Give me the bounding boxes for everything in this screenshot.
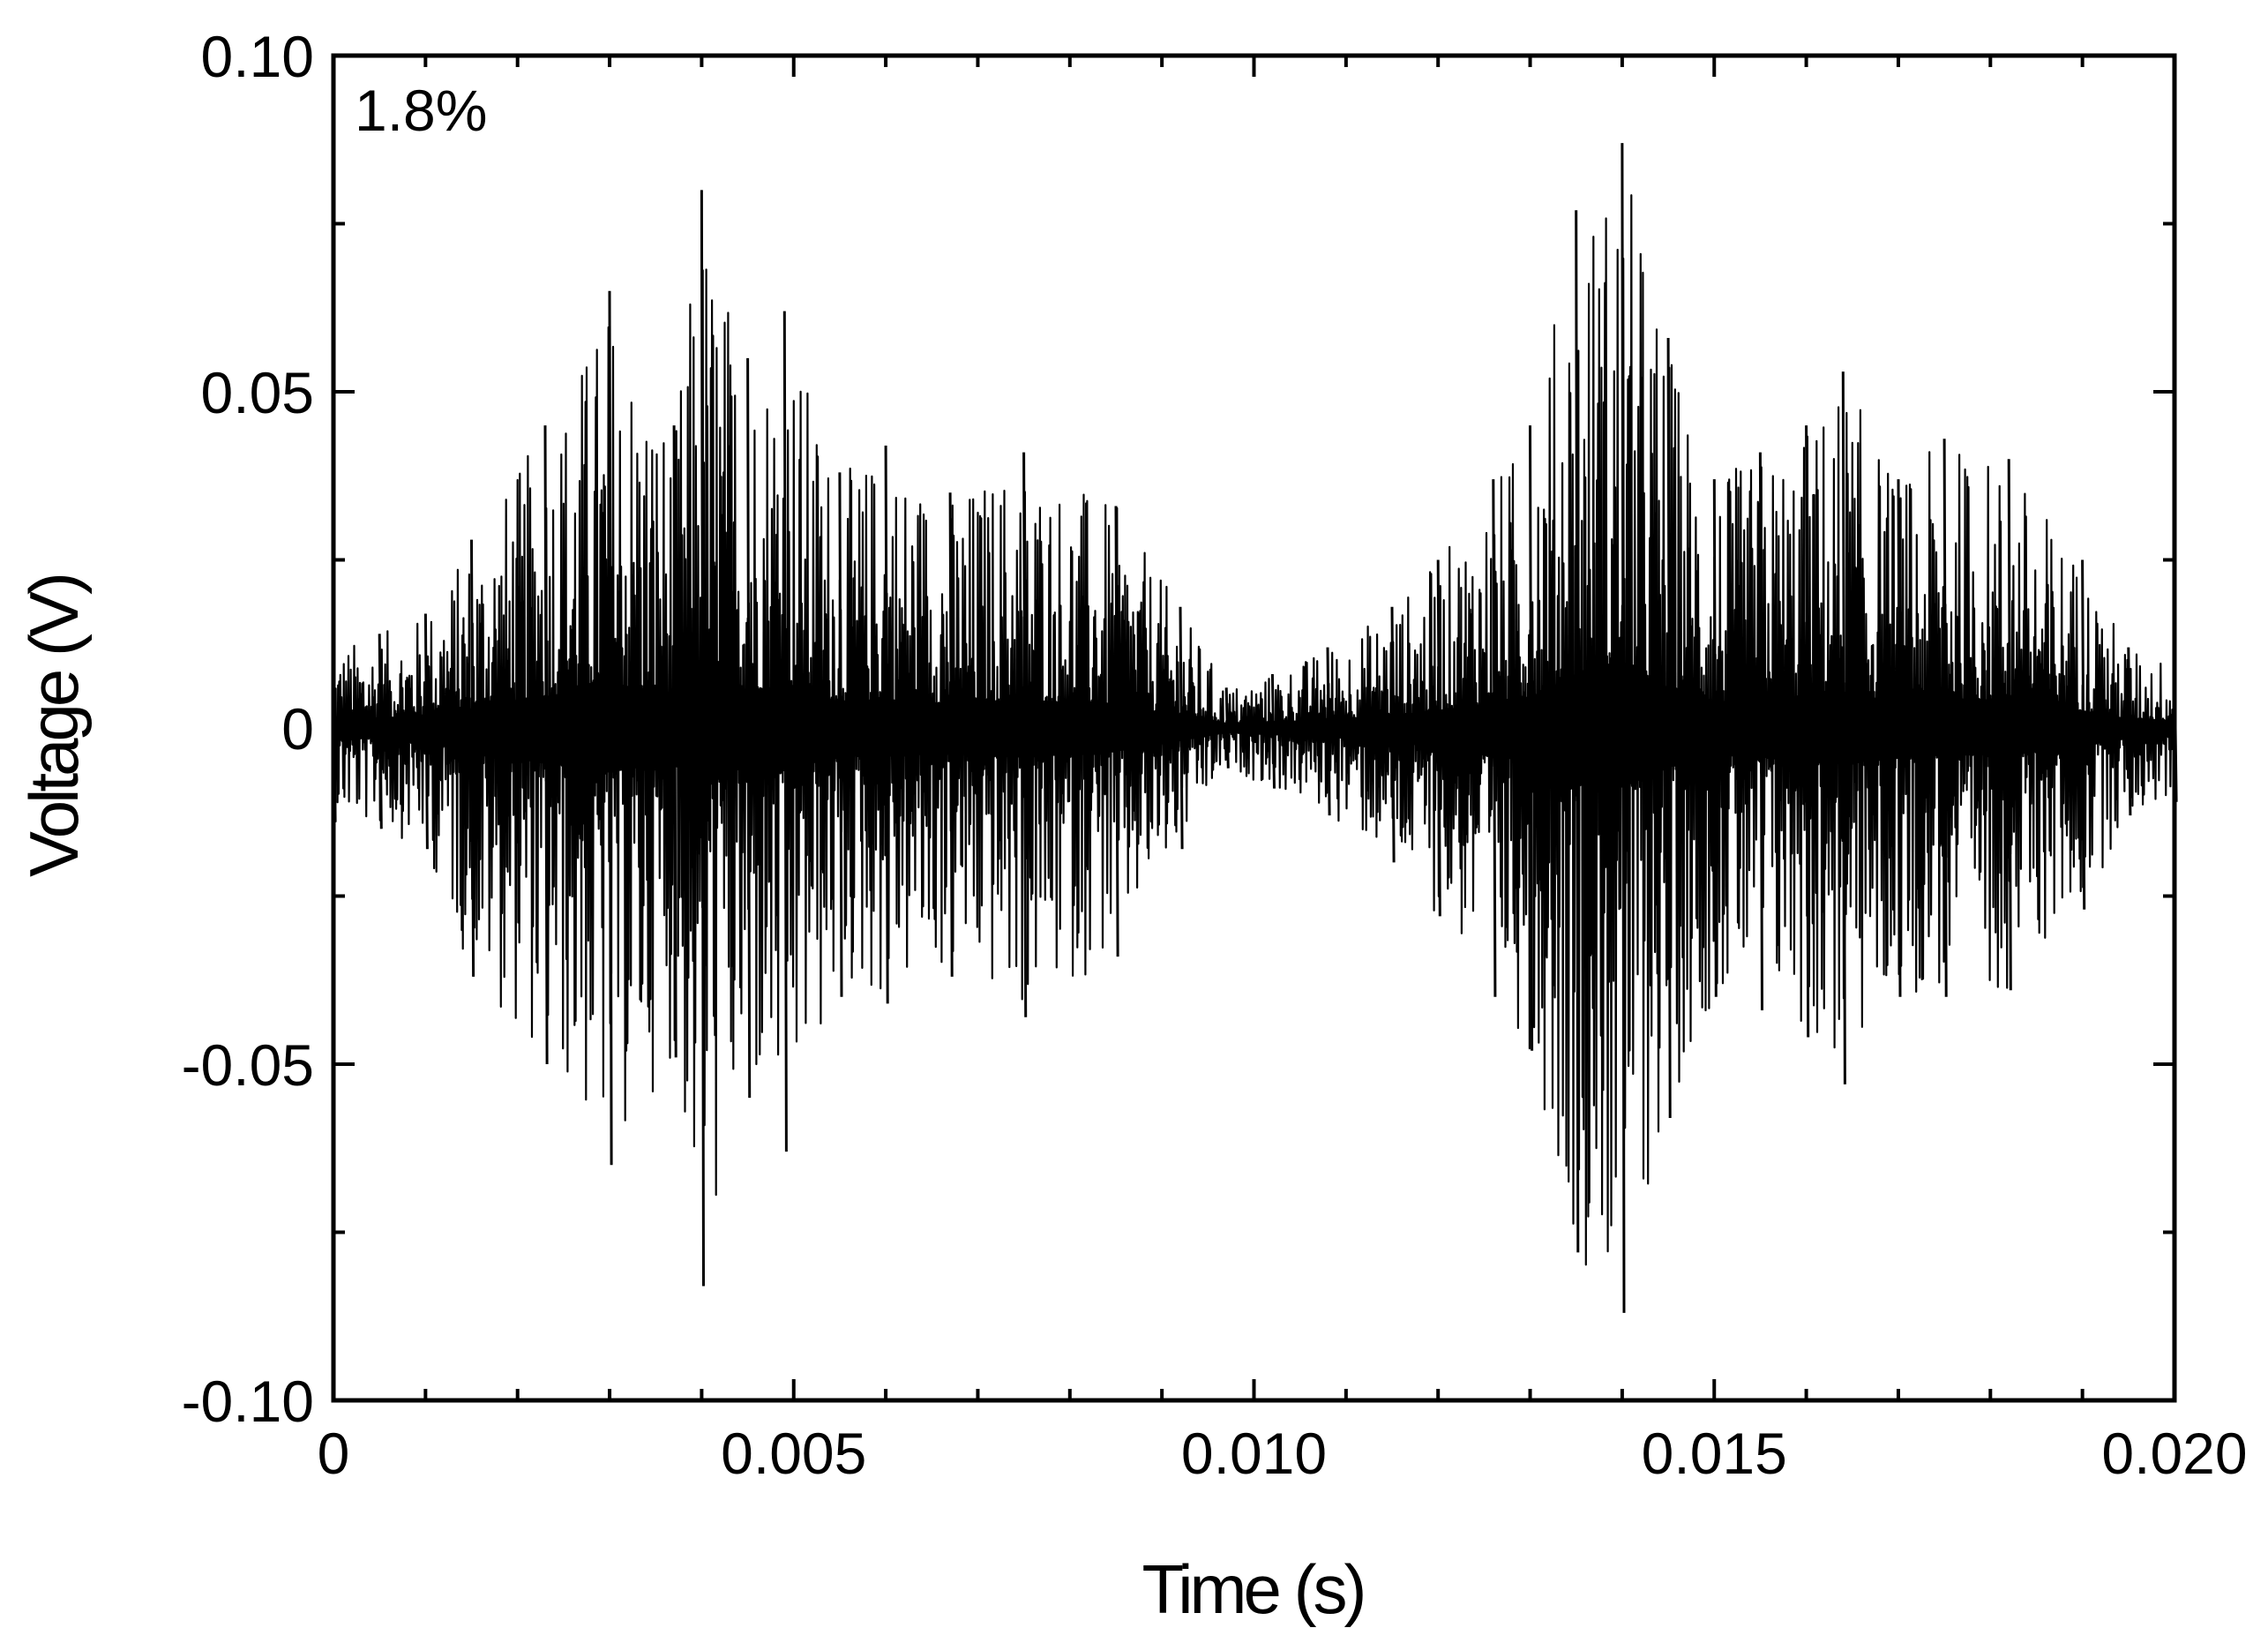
x-tick-label: 0	[318, 1421, 350, 1486]
y-tick-label: 0	[281, 696, 314, 761]
x-tick-label: 0.020	[2101, 1421, 2247, 1486]
y-tick-label: 0.05	[201, 360, 314, 425]
x-tick-label: 0.010	[1181, 1421, 1327, 1486]
y-tick-label: -0.10	[182, 1369, 314, 1434]
signal-trace-group	[332, 143, 2178, 1313]
y-tick-label: -0.05	[182, 1032, 314, 1098]
y-axis-title: Voltage (V)	[15, 575, 93, 877]
x-axis-title: Time (s)	[1141, 1550, 1363, 1628]
tick-labels: 0 0.005 0.010 0.015 0.020 0.10 0.05 0 -0.05 -0.10	[182, 24, 2248, 1486]
strain-annotation: 1.8%	[355, 78, 487, 143]
voltage-signal-line	[332, 194, 2176, 1266]
x-tick-label: 0.005	[721, 1421, 866, 1486]
y-tick-label: 0.10	[201, 24, 314, 89]
axis-ticks	[332, 54, 2176, 1402]
x-tick-label: 0.015	[1642, 1421, 1787, 1486]
